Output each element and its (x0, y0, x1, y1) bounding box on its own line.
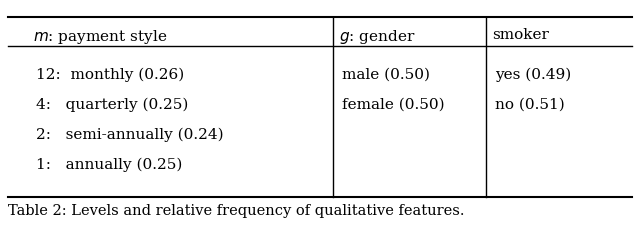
Text: 4:   quarterly (0.25): 4: quarterly (0.25) (36, 98, 189, 112)
Text: yes (0.49): yes (0.49) (495, 68, 572, 82)
Text: 2:   semi-annually (0.24): 2: semi-annually (0.24) (36, 128, 224, 142)
Text: male (0.50): male (0.50) (342, 68, 430, 82)
Text: $m$: payment style: $m$: payment style (33, 28, 168, 46)
Text: 12:  monthly (0.26): 12: monthly (0.26) (36, 68, 185, 82)
Text: 1:   annually (0.25): 1: annually (0.25) (36, 158, 183, 172)
Text: female (0.50): female (0.50) (342, 98, 445, 112)
Text: Table 2: Levels and relative frequency of qualitative features.: Table 2: Levels and relative frequency o… (8, 204, 464, 218)
Text: $g$: gender: $g$: gender (339, 28, 415, 46)
Text: smoker: smoker (492, 28, 549, 42)
Text: no (0.51): no (0.51) (495, 98, 565, 112)
